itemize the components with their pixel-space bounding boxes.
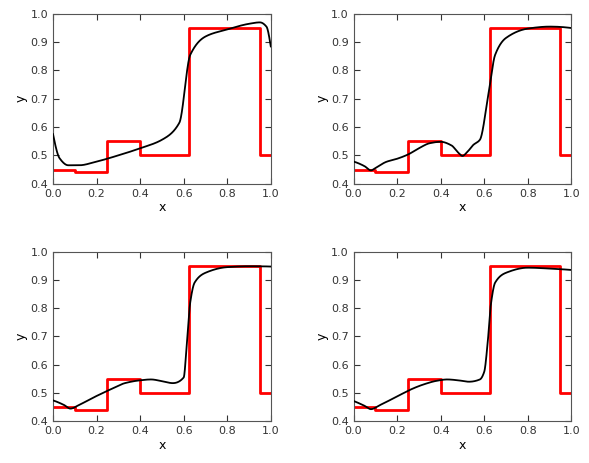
- Y-axis label: y: y: [315, 333, 328, 340]
- X-axis label: x: x: [158, 201, 166, 214]
- Y-axis label: y: y: [15, 95, 28, 102]
- X-axis label: x: x: [459, 201, 466, 214]
- X-axis label: x: x: [459, 439, 466, 452]
- Y-axis label: y: y: [315, 95, 328, 102]
- X-axis label: x: x: [158, 439, 166, 452]
- Y-axis label: y: y: [15, 333, 28, 340]
